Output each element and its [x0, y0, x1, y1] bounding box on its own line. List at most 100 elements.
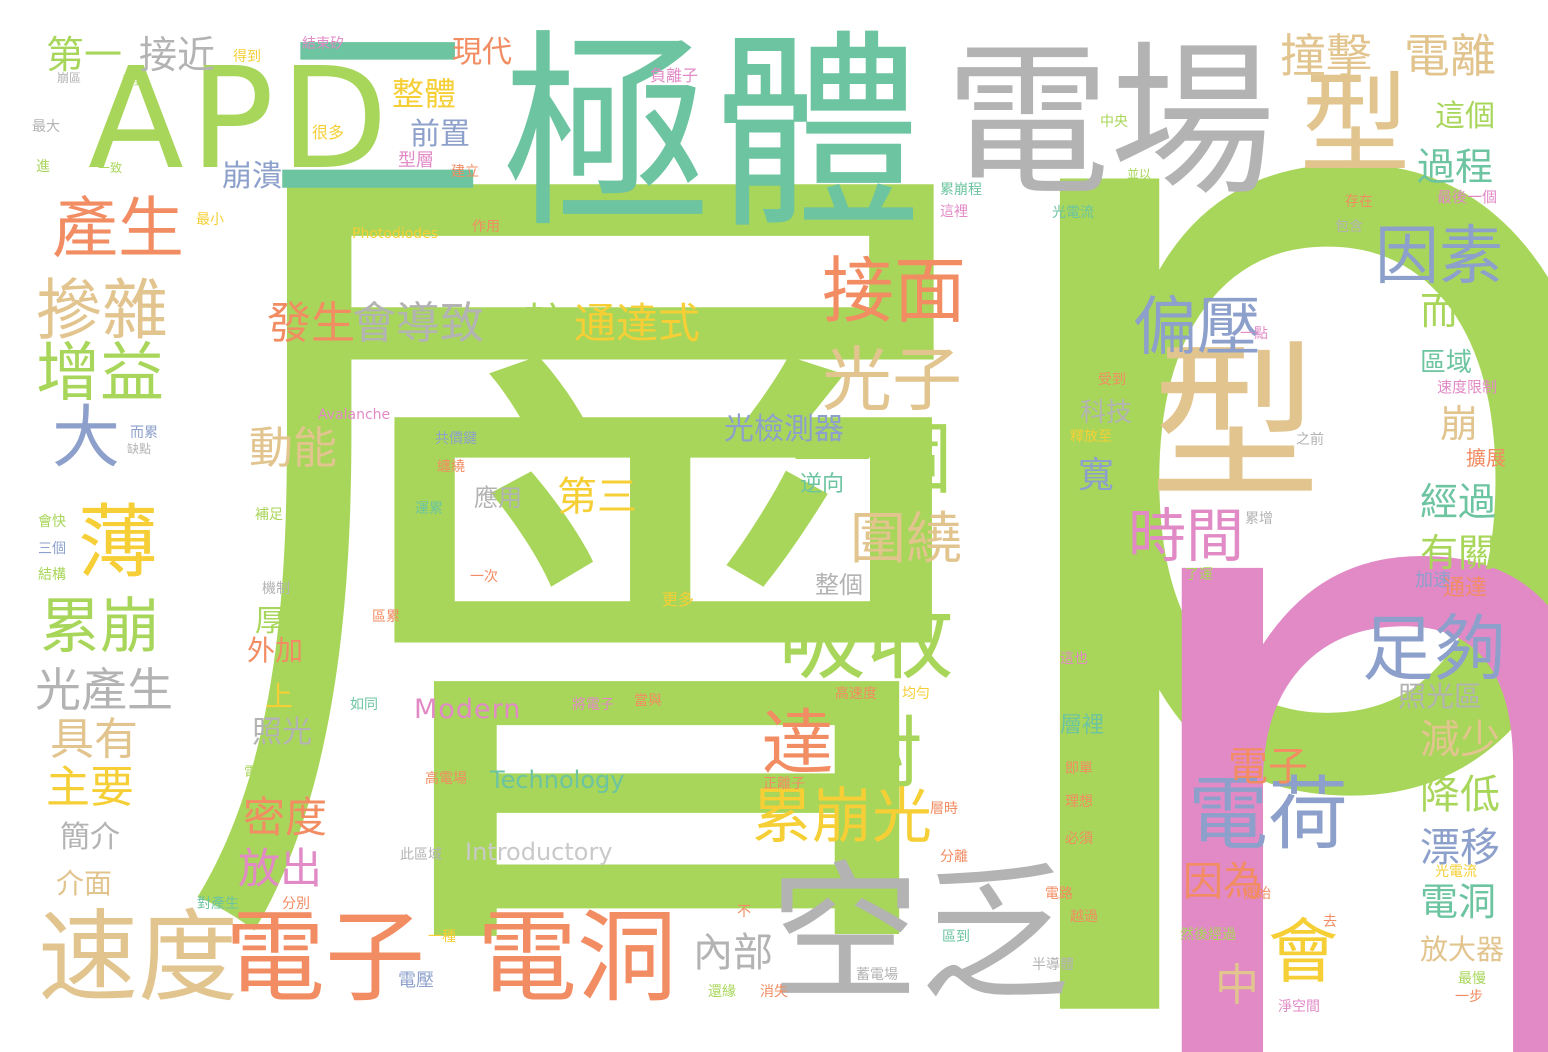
word-gaodianchang: 高電場 [425, 771, 467, 787]
word-jiejin: 接近 [139, 33, 216, 77]
word-avalanche: Avalanche [318, 407, 391, 423]
word-jiangdi: 降低 [1420, 772, 1500, 818]
word-guangdianliu: 光電流 [1052, 205, 1094, 221]
word-xuyao: 需要 [1062, 688, 1095, 707]
word-zuihouyige: 最後一個 [1437, 188, 1498, 206]
word-modern: Modern [414, 694, 522, 725]
word-jili: 機制 [262, 581, 290, 597]
word-yiyizhong: 一種 [428, 929, 456, 945]
word-qudao: 區到 [942, 929, 970, 945]
word-zuoyong: 作用 [472, 219, 500, 235]
word-pianya: 偏壓 [1133, 291, 1261, 365]
word-introductory: Introductory [465, 838, 613, 866]
word-yinwei: 因為 [1183, 859, 1263, 905]
word-dianhe: 電荷 [1188, 768, 1348, 861]
word-kaishi: 開始 [1243, 886, 1271, 902]
word-zhuyao: 主要 [46, 762, 134, 813]
word-juyou: 具有 [50, 714, 138, 765]
word-yizhi: 一致 [98, 161, 123, 175]
word-baohan: 包含 [1335, 219, 1363, 235]
word-nixiang: 逆向 [800, 472, 845, 497]
word-zhongyang: 中央 [1100, 114, 1128, 130]
word-gaosudu: 高速度 [835, 686, 877, 702]
word-kongfa: 空乏 [770, 848, 1071, 1022]
word-dianlu: 電路 [1045, 886, 1073, 902]
word-da-big: 達 [749, 705, 833, 777]
word-jiemian: 接面 [822, 249, 967, 333]
word-ergui: 而累 [130, 425, 158, 441]
word-fasheng: 發生 [267, 298, 355, 349]
word-jianli: 建立 [451, 164, 479, 180]
word-dangzai: 當與 [634, 693, 662, 709]
word-junyun: 均勻 [902, 686, 930, 702]
word-zhengti: 整體 [392, 75, 457, 113]
word-bengkui: 崩潰 [222, 159, 282, 194]
word-banddaoti: 半導體 [1032, 957, 1074, 973]
word-dianya: 電壓 [398, 970, 434, 991]
word-bixu: 必須 [1065, 831, 1093, 847]
word-jiemian2: 介面 [56, 867, 113, 900]
word-leibeng: 累崩 [40, 592, 160, 662]
word-guangdian: 光電流 [1435, 864, 1477, 880]
word-er: 二 [270, 0, 485, 243]
word-p: p [960, 0, 1548, 1040]
word-qulei: 區累 [372, 609, 400, 625]
word-photodiodes: Photodiodes [352, 226, 439, 242]
word-qu: 去 [1323, 914, 1337, 930]
word-leibengguang: 累崩光 [752, 782, 932, 852]
word-gongjiadai: 共價鍵 [435, 431, 477, 447]
word-dianzi-mid: 電子 [1228, 744, 1308, 790]
word-zhenglizi: 正離子 [763, 776, 805, 792]
word-xudianchang: 蓄電場 [856, 967, 898, 983]
word-shifangzhi: 釋放至 [1070, 429, 1112, 445]
word-lixiang: 理想 [1065, 794, 1093, 810]
word-yibu: 一步 [1455, 989, 1483, 1005]
word-buzu: 補足 [255, 507, 283, 523]
word-dianli: 電離 [1404, 29, 1496, 83]
word-weirao: 圍繞 [850, 507, 962, 572]
word-zheye: 這也 [1060, 651, 1088, 667]
word-yici: 一次 [470, 569, 498, 585]
word-cunzai: 存在 [1345, 194, 1373, 210]
word-dianlichang: 電力場 [244, 765, 286, 781]
word-kuozhan: 擴展 [1466, 446, 1506, 470]
word-xiaoshi: 消失 [760, 984, 788, 1000]
word-zengyi: 增益 [36, 337, 164, 411]
word-daozhi: 導致 [122, 74, 147, 88]
word-zhuangji: 撞擊 [1280, 29, 1372, 83]
word-liaojie: 了運 [1185, 567, 1213, 583]
word-jishe: 即單 [1065, 761, 1093, 777]
word-zugou: 足夠 [1362, 607, 1507, 691]
word-technology: Technology [490, 766, 625, 794]
word-fenbie: 分別 [282, 896, 310, 912]
word-zheshe: 這將 [1183, 999, 1211, 1015]
word-erzhi: 而釋 [1420, 289, 1497, 333]
word-hui: 會 [1268, 911, 1338, 993]
word-xing-top: 型 [1300, 61, 1410, 189]
word-n: n [1100, 226, 1548, 1052]
word-yige: 一個 [792, 413, 952, 506]
word-huandai: 還緣 [708, 984, 736, 1000]
word-xingceng: 型層 [398, 150, 434, 171]
word-yidian: 一點 [1240, 326, 1268, 342]
word-tongdashi: 通達式 [574, 299, 701, 348]
word-ceng-li: 層裡 [1060, 713, 1105, 738]
word-henduo: 很多 [312, 123, 345, 142]
word-gengduo: 更多 [662, 590, 695, 609]
word-quedian: 缺點 [127, 442, 152, 456]
word-suduo: 速度 [38, 899, 238, 1016]
word-diandong-big: 電洞 [477, 899, 677, 1016]
word-jingguo: 經過 [1420, 480, 1497, 524]
word-fulizi: 負離子 [650, 66, 699, 85]
word-zuiman: 最慢 [1458, 971, 1486, 987]
word-ceng: 層 [170, 69, 1030, 1052]
word-shoudao: 受到 [1098, 372, 1126, 388]
word-guangjianceqi: 光檢測器 [724, 412, 844, 447]
word-cengshi: 層時 [930, 801, 958, 817]
word-disan: 第三 [557, 474, 637, 520]
word-jiao: 較 [524, 299, 567, 348]
word-leibengcheng: 累崩程 [940, 182, 982, 198]
word-zhaoguang: 照光 [252, 715, 312, 750]
word-bengqu: 崩區 [57, 71, 82, 85]
